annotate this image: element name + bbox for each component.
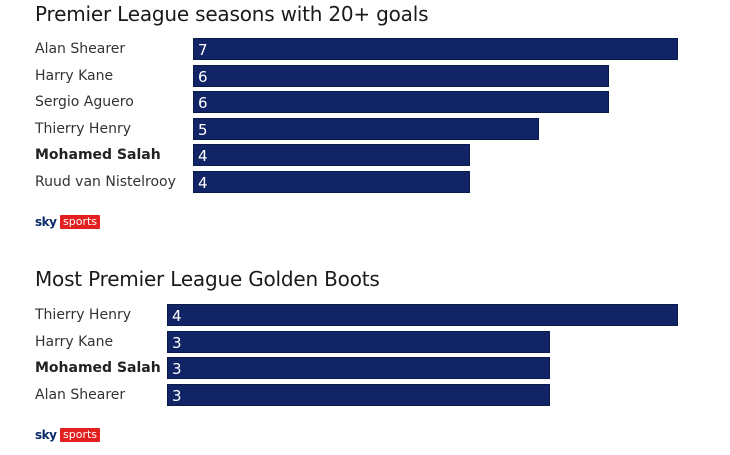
category-label: Sergio Aguero <box>35 94 134 111</box>
bar-value-label: 4 <box>198 174 208 192</box>
category-label: Mohamed Salah <box>35 147 161 164</box>
bar-row: Sergio Aguero 6 <box>35 91 678 114</box>
bar-value-label: 5 <box>198 120 208 139</box>
bar-row: Ruud van Nistelrooy 4 <box>35 171 678 193</box>
bar: 4 <box>167 304 678 326</box>
category-label: Mohamed Salah <box>35 360 161 377</box>
bar: 6 <box>193 91 609 114</box>
bar-value-label: 7 <box>198 41 208 59</box>
bar-row: Mohamed Salah 4 <box>35 144 678 167</box>
logo-sky-text: sky <box>35 215 57 229</box>
bar: 3 <box>167 383 551 406</box>
bar-value-label: 4 <box>172 307 182 325</box>
category-label: Harry Kane <box>35 333 114 350</box>
bar-row: Thierry Henry 4 <box>35 304 678 326</box>
bar-row: Alan Shearer 3 <box>35 383 678 406</box>
bar: 3 <box>167 330 551 353</box>
bar-row: Harry Kane 6 <box>35 64 678 87</box>
bar: 3 <box>167 357 551 380</box>
bar: 6 <box>193 64 609 87</box>
bar-value-label: 3 <box>172 386 182 405</box>
chart-title-golden-boots: Most Premier League Golden Boots <box>35 267 380 291</box>
bar: 7 <box>193 38 678 60</box>
bar-value-label: 6 <box>198 94 208 113</box>
logo-sky-text: sky <box>35 428 57 442</box>
bar-value-label: 6 <box>198 67 208 86</box>
chart-title-seasons: Premier League seasons with 20+ goals <box>35 2 429 26</box>
logo-sports-text: sports <box>60 428 101 442</box>
bar-row: Mohamed Salah 3 <box>35 357 678 380</box>
category-label: Thierry Henry <box>35 120 131 137</box>
logo-sports-text: sports <box>60 215 101 229</box>
bar-value-label: 3 <box>172 333 182 352</box>
bar-row: Alan Shearer 7 <box>35 38 678 60</box>
bar-row: Harry Kane 3 <box>35 330 678 353</box>
bar: 4 <box>193 144 471 167</box>
category-label: Thierry Henry <box>35 307 131 323</box>
category-label: Ruud van Nistelrooy <box>35 174 176 190</box>
category-label: Harry Kane <box>35 67 114 84</box>
category-label: Alan Shearer <box>35 41 126 57</box>
category-label: Alan Shearer <box>35 386 126 403</box>
bar-value-label: 4 <box>198 147 208 166</box>
bar: 4 <box>193 171 471 193</box>
bar: 5 <box>193 117 540 140</box>
bar-value-label: 3 <box>172 360 182 379</box>
bar-row: Thierry Henry 5 <box>35 117 678 140</box>
